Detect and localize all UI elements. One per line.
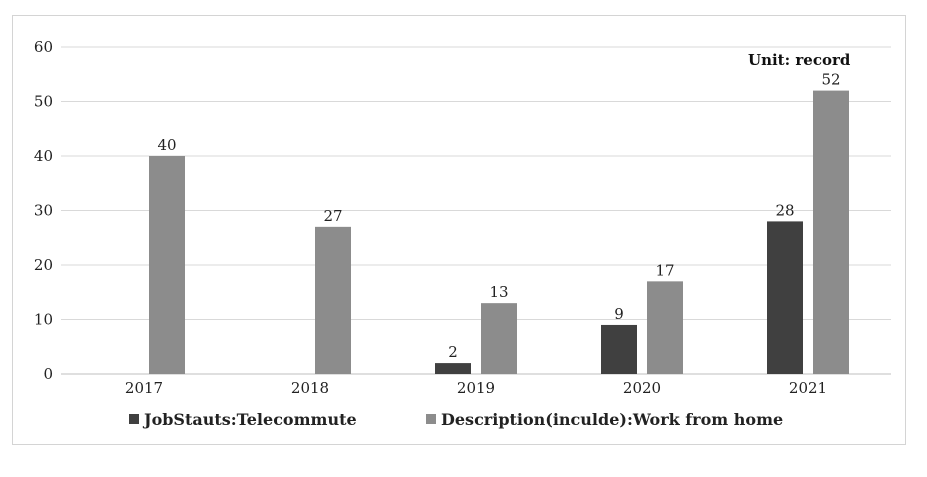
y-tick-label: 50 <box>34 93 53 111</box>
chart-frame: 0 10 20 30 40 50 60 40 27 2 13 9 17 28 52 2017 2018 201… <box>12 15 906 445</box>
legend-swatch <box>426 414 436 424</box>
bars <box>149 90 849 374</box>
bar-work-from-home <box>149 156 185 374</box>
bar-work-from-home <box>315 226 351 374</box>
data-label: 52 <box>821 71 840 89</box>
gridlines <box>61 46 891 375</box>
x-tick-label: 2018 <box>291 379 329 397</box>
legend-label: Description(inculde):Work from home <box>441 410 783 429</box>
x-tick-label: 2019 <box>457 379 495 397</box>
y-tick-label: 0 <box>43 365 53 383</box>
x-tick-label: 2021 <box>789 379 827 397</box>
data-label: 2 <box>448 343 458 361</box>
x-axis-ticks: 2017 2018 2019 2020 2021 <box>125 379 827 397</box>
y-tick-label: 40 <box>34 147 53 165</box>
legend-label: JobStauts:Telecommute <box>142 410 357 429</box>
x-tick-label: 2020 <box>623 379 661 397</box>
y-axis-ticks: 0 10 20 30 40 50 60 <box>34 38 53 383</box>
unit-label: Unit: record <box>748 51 851 69</box>
bar-telecommute <box>767 221 803 374</box>
x-tick-label: 2017 <box>125 379 163 397</box>
bar-work-from-home <box>481 303 517 374</box>
data-label: 28 <box>775 201 794 219</box>
legend-swatch <box>129 414 139 424</box>
y-tick-label: 20 <box>34 256 53 274</box>
bar-telecommute <box>435 363 471 374</box>
bar-telecommute <box>601 324 637 374</box>
y-tick-label: 30 <box>34 202 53 220</box>
data-label: 40 <box>157 136 176 154</box>
legend: JobStauts:Telecommute Description(inculde… <box>129 410 783 429</box>
bar-work-from-home <box>647 281 683 374</box>
data-labels: 40 27 2 13 9 17 28 52 <box>157 71 840 362</box>
data-label: 13 <box>489 283 508 301</box>
bar-work-from-home <box>813 90 849 374</box>
y-tick-label: 60 <box>34 38 53 56</box>
data-label: 17 <box>655 261 674 279</box>
data-label: 27 <box>323 207 342 225</box>
data-label: 9 <box>614 305 624 323</box>
y-tick-label: 10 <box>34 311 53 329</box>
